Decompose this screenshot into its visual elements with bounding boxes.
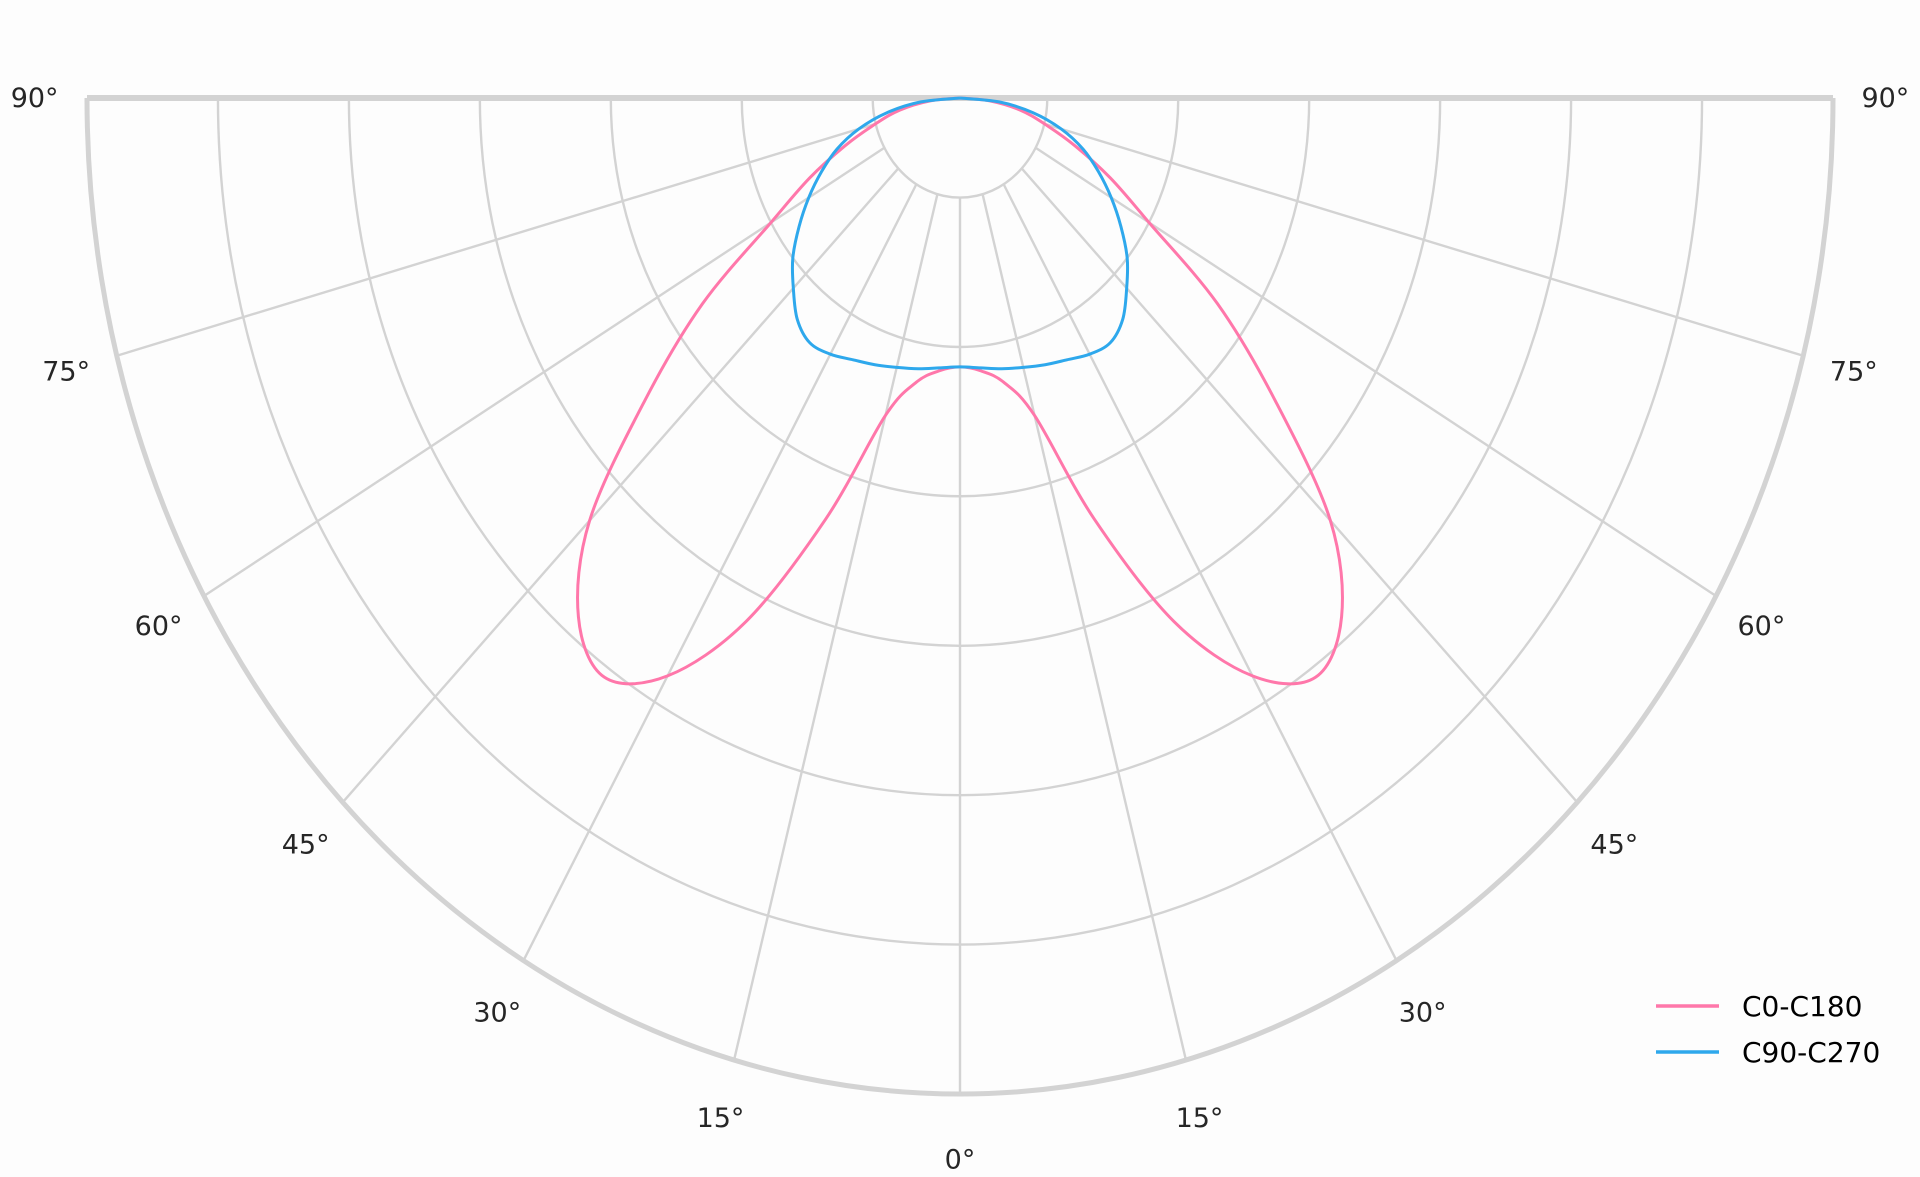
- angular-gridline: [522, 183, 918, 962]
- angle-tick-label: 0°: [945, 1145, 976, 1176]
- legend-label: C0-C180: [1742, 990, 1862, 1023]
- angle-tick-label: 45°: [1590, 830, 1638, 861]
- curves: [576, 96, 1344, 686]
- angle-tick-label: 30°: [1399, 997, 1447, 1028]
- angle-tick-label: 30°: [473, 997, 521, 1028]
- angular-gridline: [341, 167, 900, 804]
- series-line-c90-c270: [790, 96, 1130, 371]
- angle-tick-label: 60°: [1737, 611, 1785, 642]
- radial-gridline: [871, 97, 1049, 199]
- angle-tick-label: 60°: [135, 611, 183, 642]
- angular-gridline: [1020, 167, 1579, 804]
- angular-gridline: [203, 146, 886, 598]
- angular-gridline: [1034, 146, 1717, 598]
- angle-tick-labels: 0° 15° 15° 30° 30° 45° 45° 60° 60° 75° 75° 90° 90°: [11, 83, 1910, 1176]
- angular-gridline: [1043, 122, 1804, 357]
- angular-gridline: [1002, 183, 1398, 962]
- angular-gridline: [732, 193, 939, 1061]
- angle-tick-label: 15°: [1176, 1103, 1224, 1134]
- grid: [84, 95, 1836, 1097]
- angle-tick-label: 15°: [697, 1103, 745, 1134]
- angle-tick-label: 45°: [282, 830, 330, 861]
- angle-tick-label: 90°: [11, 83, 59, 114]
- angle-tick-label: 75°: [1830, 356, 1878, 387]
- angle-tick-label: 75°: [42, 356, 90, 387]
- angular-gridline: [981, 193, 1188, 1061]
- angle-tick-label: 90°: [1861, 83, 1909, 114]
- legend-label: C90-C270: [1742, 1036, 1880, 1069]
- angular-gridline: [116, 122, 877, 357]
- legend: C0-C180 C90-C270: [1656, 990, 1880, 1069]
